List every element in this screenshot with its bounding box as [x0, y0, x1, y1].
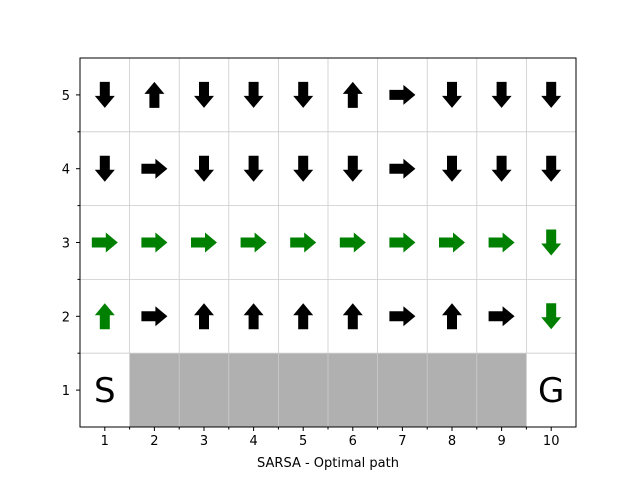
policy-arrow-down: [491, 155, 512, 182]
y-tick-label: 3: [62, 237, 70, 252]
policy-arrow-down: [94, 81, 115, 108]
path-arrow-right: [439, 232, 465, 253]
policy-arrow-right: [389, 158, 416, 179]
path-arrow-right: [290, 232, 317, 253]
path-arrow-right: [91, 232, 118, 253]
x-tick-label: 3: [200, 434, 208, 449]
x-tick-label: 9: [497, 434, 505, 449]
policy-arrow-down: [194, 81, 214, 108]
policy-arrow-down: [342, 155, 363, 182]
policy-arrow-up: [342, 303, 363, 330]
x-tick-label: 4: [249, 434, 257, 449]
policy-arrow-up: [144, 81, 165, 108]
policy-arrow-right: [141, 306, 168, 327]
policy-arrow-up: [342, 81, 363, 108]
path-arrow-right: [389, 232, 416, 253]
policy-arrow-down: [194, 155, 214, 182]
policy-arrow-up: [442, 303, 462, 330]
policy-arrow-down: [541, 155, 562, 182]
policy-arrow-right: [389, 84, 416, 105]
cell-label-g: G: [538, 371, 564, 411]
x-tick-label: 2: [150, 434, 158, 449]
y-tick-label: 5: [62, 89, 70, 104]
policy-arrow-up: [293, 303, 314, 330]
x-tick-label: 7: [398, 434, 406, 449]
y-tick-label: 1: [62, 384, 70, 399]
arrow-layer: [91, 81, 562, 330]
policy-arrow-down: [442, 155, 462, 182]
y-tick-label: 2: [62, 310, 70, 325]
path-arrow-right: [488, 232, 515, 253]
policy-arrow-right: [141, 158, 168, 179]
x-tick-label: 10: [543, 434, 560, 449]
x-tick-label: 5: [299, 434, 307, 449]
policy-arrow-up: [243, 303, 264, 330]
path-arrow-down: [541, 303, 562, 330]
policy-arrow-down: [243, 155, 264, 182]
policy-arrow-up: [194, 303, 214, 330]
policy-arrow-down: [243, 81, 264, 108]
policy-arrow-down: [293, 81, 314, 108]
policy-arrow-down: [442, 81, 462, 108]
path-arrow-right: [141, 232, 168, 253]
y-tick-label: 4: [62, 163, 70, 178]
policy-arrow-down: [541, 81, 562, 108]
path-arrow-down: [541, 229, 562, 256]
axes-layer: 1 2 3 4 5 6 7 8 9 10 1 2 3 4 5: [62, 57, 577, 449]
cell-label-s: S: [94, 371, 116, 411]
path-arrow-up: [94, 303, 115, 330]
policy-arrow-down: [491, 81, 512, 108]
x-tick-label: 1: [101, 434, 109, 449]
policy-arrow-down: [94, 155, 115, 182]
grid-layer: [80, 58, 576, 427]
policy-arrow-right: [389, 306, 416, 327]
path-arrow-right: [339, 232, 366, 253]
path-arrow-right: [240, 232, 267, 253]
path-arrow-right: [191, 232, 217, 253]
policy-arrow-right: [488, 306, 515, 327]
policy-arrow-down: [293, 155, 314, 182]
x-tick-label: 8: [448, 434, 456, 449]
x-axis-title: SARSA - Optimal path: [257, 456, 399, 471]
x-tick-label: 6: [349, 434, 357, 449]
